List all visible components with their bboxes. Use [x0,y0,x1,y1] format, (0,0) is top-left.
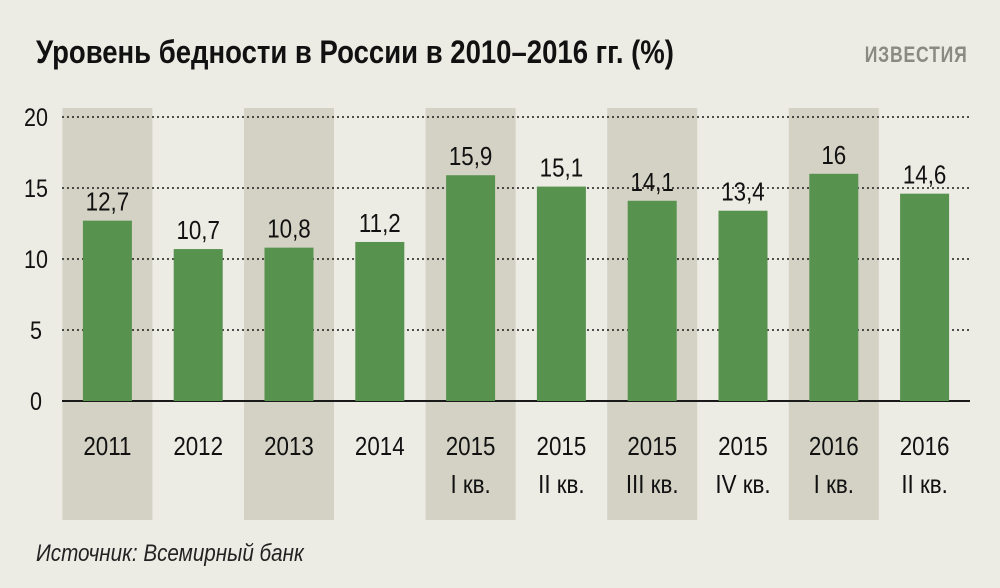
value-label: 10,7 [176,217,219,246]
x-tick-label: II кв. [901,470,947,499]
x-tick-label: 2016 [809,432,859,461]
x-tick-label: 2015 [537,432,587,461]
bar [82,220,132,401]
y-tick-label: 5 [30,316,42,344]
y-tick-label: 0 [30,387,42,415]
value-label: 15,1 [540,154,583,183]
y-tick-label: 10 [24,245,48,273]
value-label: 14,1 [630,168,673,197]
x-tick-label: 2015 [718,432,768,461]
x-tick-label: II кв. [538,470,584,499]
bar [173,249,223,401]
x-tick-label: 2014 [355,432,405,461]
x-tick-label: 2015 [627,432,677,461]
x-tick-label: I кв. [450,470,490,499]
brand-logo: ИЗВЕСТИЯ [865,42,968,67]
bar [627,200,677,401]
value-label: 16 [821,141,846,170]
x-tick-label: 2011 [83,432,131,461]
x-tick-label: 2012 [173,432,223,461]
x-tick-label: I кв. [814,470,854,499]
chart-title: Уровень бедности в России в 2010–2016 гг… [36,34,674,70]
value-label: 13,4 [721,178,764,207]
value-label: 14,6 [903,161,946,190]
x-tick-label: 2013 [264,432,314,461]
bar [809,173,859,401]
value-label: 12,7 [86,188,129,217]
x-tick-label: IV кв. [715,470,770,499]
value-label: 10,8 [267,215,310,244]
source-note: Источник: Всемирный банк [36,540,304,567]
x-axis: 2011 2012 2013 2014 2015 I кв. 2015 II кв. 2015 I… [83,432,949,499]
x-tick-label: III кв. [626,470,679,499]
value-label: 15,9 [449,143,492,172]
x-tick-label: 2016 [900,432,950,461]
bar [355,241,405,401]
bar [900,193,950,401]
bar [536,186,586,401]
y-tick-label: 15 [24,174,48,202]
bar [446,175,496,401]
value-label: 11,2 [359,209,401,238]
bars [82,173,950,401]
bar [264,247,314,401]
y-axis: 0 5 10 15 20 [24,103,48,415]
y-tick-label: 20 [24,103,48,131]
value-labels: 12,7 10,7 10,8 11,2 15,9 15,1 14,1 13,4 16 14,6 [86,141,947,245]
x-tick-label: 2015 [446,432,496,461]
bar [718,210,768,401]
